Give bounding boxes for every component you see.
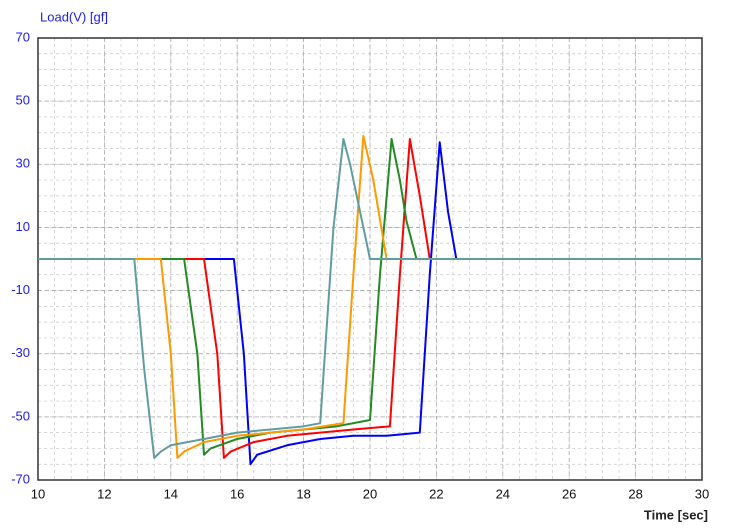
x-tick-label: 10 bbox=[31, 486, 45, 501]
x-tick-label: 16 bbox=[230, 486, 244, 501]
x-axis-title: Time [sec] bbox=[644, 507, 708, 522]
x-tick-label: 14 bbox=[164, 486, 178, 501]
series-line bbox=[38, 138, 702, 459]
x-tick-label: 18 bbox=[296, 486, 310, 501]
series-line bbox=[38, 138, 702, 456]
y-tick-label: 30 bbox=[16, 156, 30, 171]
x-tick-label: 24 bbox=[496, 486, 510, 501]
y-tick-label: 10 bbox=[16, 219, 30, 234]
x-tick-label: 30 bbox=[695, 486, 709, 501]
y-tick-label: 70 bbox=[16, 29, 30, 44]
x-tick-label: 26 bbox=[562, 486, 576, 501]
y-tick-label: -70 bbox=[11, 471, 30, 486]
x-tick-label: 22 bbox=[429, 486, 443, 501]
series-line bbox=[38, 141, 702, 466]
x-tick-label: 20 bbox=[363, 486, 377, 501]
x-tick-label: 12 bbox=[97, 486, 111, 501]
series-line bbox=[38, 138, 702, 459]
series-line bbox=[38, 134, 702, 459]
y-tick-label: -30 bbox=[11, 345, 30, 360]
y-axis-title: Load(V) [gf] bbox=[40, 9, 108, 24]
y-tick-label: 50 bbox=[16, 93, 30, 108]
y-tick-label: -10 bbox=[11, 282, 30, 297]
x-tick-label: 28 bbox=[628, 486, 642, 501]
y-tick-label: -50 bbox=[11, 408, 30, 423]
